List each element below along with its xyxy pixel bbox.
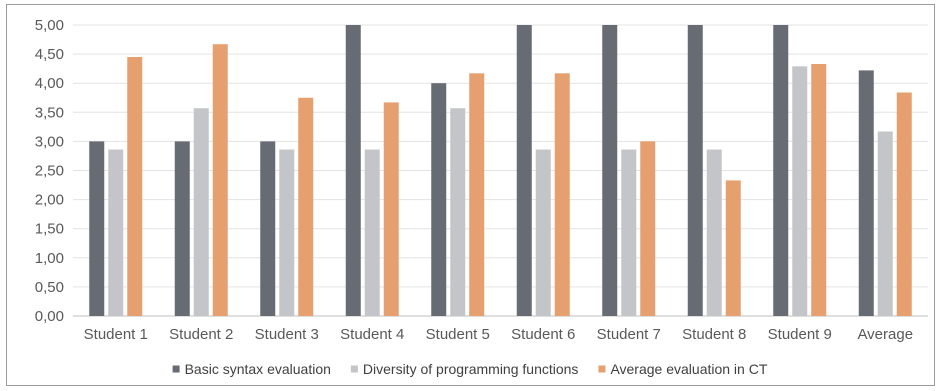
y-tick-label: 2,00	[35, 192, 64, 209]
bar	[640, 141, 656, 316]
y-tick-label: 1,50	[35, 221, 64, 238]
y-tick-label: 4,50	[35, 46, 64, 63]
bar	[858, 70, 874, 317]
x-tick-label: Student 4	[340, 326, 404, 343]
bar	[811, 63, 827, 316]
bar	[108, 149, 124, 316]
bar	[364, 149, 380, 316]
x-tick-label: Student 5	[426, 326, 490, 343]
bar	[773, 25, 789, 316]
bar	[706, 149, 722, 316]
bar	[602, 25, 618, 316]
y-tick-label: 4,00	[35, 75, 64, 92]
bar	[554, 73, 570, 316]
x-tick-label: Student 9	[768, 326, 832, 343]
bar	[896, 92, 912, 317]
bar	[516, 25, 532, 316]
legend-label: Average evaluation in CT	[610, 361, 767, 377]
legend-swatch	[172, 365, 180, 373]
y-tick-label: 0,50	[35, 279, 64, 296]
bar	[193, 108, 209, 316]
bar	[174, 141, 190, 316]
bar	[621, 149, 637, 316]
bar	[279, 149, 295, 316]
legend-label: Diversity of programming functions	[363, 361, 579, 377]
x-tick-label: Student 2	[169, 326, 233, 343]
x-tick-label: Student 6	[511, 326, 575, 343]
bar	[469, 73, 485, 316]
bar	[431, 83, 447, 316]
bar	[877, 131, 893, 316]
x-tick-label: Student 3	[255, 326, 319, 343]
legend-swatch	[350, 365, 358, 373]
bar	[89, 141, 105, 316]
y-tick-label: 3,50	[35, 104, 64, 121]
x-tick-label: Student 8	[682, 326, 746, 343]
x-axis: Student 1 Student 2 Student 3 Student 4 Stud…	[84, 326, 913, 343]
y-axis: 0,00 0,50 1,00 1,50 2,00 2,50 3,00 3,50 4,00 4,50…	[35, 17, 64, 325]
y-tick-label: 2,50	[35, 163, 64, 180]
y-tick-label: 0,00	[35, 308, 64, 325]
bar	[535, 149, 551, 316]
bar	[212, 44, 228, 317]
bar	[725, 180, 741, 316]
bar	[298, 97, 314, 316]
x-tick-label: Student 7	[597, 326, 661, 343]
bars	[89, 25, 912, 317]
bar	[383, 102, 399, 316]
x-tick-label: Average	[857, 326, 913, 343]
legend-label: Basic syntax evaluation	[185, 361, 331, 377]
legend: Basic syntax evaluation Diversity of prog…	[172, 361, 768, 377]
bar	[687, 25, 703, 316]
bar	[127, 57, 143, 316]
bar	[345, 25, 361, 316]
bar	[260, 141, 276, 316]
bar	[450, 108, 466, 316]
y-tick-label: 5,00	[35, 17, 64, 34]
legend-swatch	[598, 365, 606, 373]
y-tick-label: 3,00	[35, 133, 64, 150]
y-tick-label: 1,00	[35, 250, 64, 267]
x-tick-label: Student 1	[84, 326, 148, 343]
bar	[792, 66, 808, 317]
